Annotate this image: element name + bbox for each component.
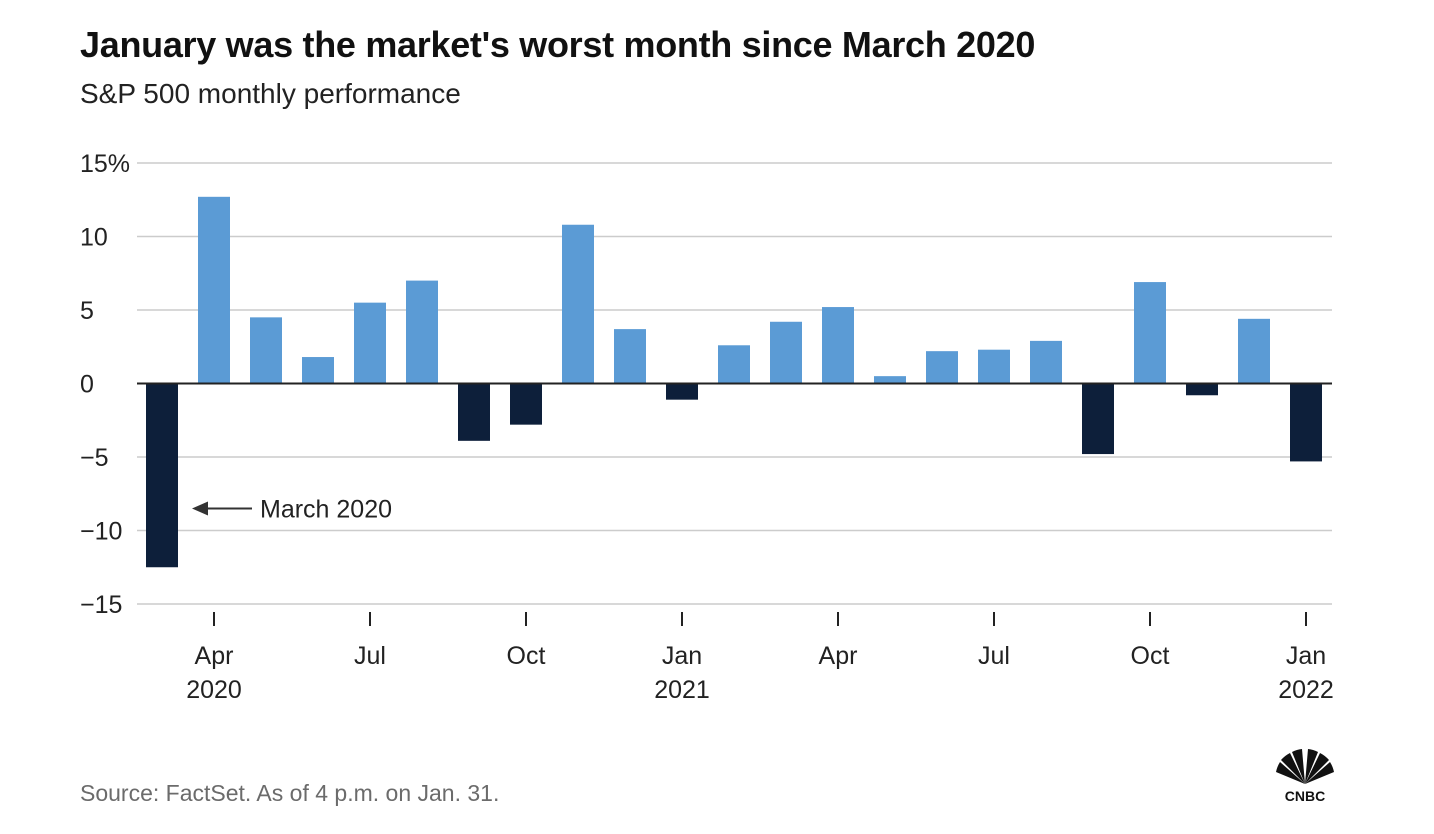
- bar-nov-2021: [1186, 383, 1218, 396]
- x-tick-label-1: Jul: [354, 642, 386, 670]
- bar-jul-2020: [354, 302, 386, 384]
- bar-sep-2021: [1082, 383, 1114, 455]
- y-tick-label-3: 0: [80, 371, 94, 399]
- chart-subtitle: S&P 500 monthly performance: [80, 78, 461, 109]
- x-tick-label-3: Jan: [662, 642, 702, 670]
- y-tick-label-4: −5: [80, 444, 109, 472]
- bar-mar-2021: [770, 321, 802, 384]
- annotation-label-0: March 2020: [260, 495, 392, 523]
- x-tick-label-4: Apr: [819, 642, 858, 670]
- y-tick-label-2: 5: [80, 297, 94, 325]
- x-tick-year-7: 2022: [1278, 676, 1334, 704]
- x-tick-year-3: 2021: [654, 676, 710, 704]
- bar-chart: 15% 10 5 0 −5 −10 −15 Apr 2020 Jul Oct Jan 2021 Apr J…: [80, 150, 1334, 704]
- bars: [146, 196, 1322, 568]
- bar-sep-2020: [458, 383, 490, 441]
- bar-may-2020: [250, 317, 282, 384]
- bar-dec-2021: [1238, 318, 1270, 384]
- bar-may-2021: [874, 376, 906, 384]
- cnbc-logo-text: CNBC: [1285, 788, 1325, 804]
- y-tick-label-1: 10: [80, 224, 108, 252]
- bar-apr-2020: [198, 196, 230, 384]
- y-axis-tick-labels: 15% 10 5 0 −5 −10 −15: [80, 150, 130, 619]
- bar-jul-2021: [978, 349, 1010, 384]
- x-axis-tick-labels: Apr 2020 Jul Oct Jan 2021 Apr Jul Oct Jan 2022: [186, 612, 1334, 704]
- bar-aug-2020: [406, 280, 438, 384]
- annotations: March 2020: [192, 495, 392, 523]
- y-tick-label-5: −10: [80, 518, 122, 546]
- bar-dec-2020: [614, 329, 646, 384]
- bar-mar-2020: [146, 383, 178, 568]
- bar-nov-2020: [562, 224, 594, 384]
- x-tick-label-0: Apr: [195, 642, 234, 670]
- x-tick-year-0: 2020: [186, 676, 242, 704]
- x-tick-label-7: Jan: [1286, 642, 1326, 670]
- chart-title: January was the market's worst month sin…: [80, 24, 1036, 65]
- bar-apr-2021: [822, 307, 854, 384]
- y-tick-label-0: 15%: [80, 150, 130, 178]
- x-tick-label-2: Oct: [507, 642, 546, 670]
- gridlines: [137, 162, 1332, 605]
- bar-jan-2022: [1290, 383, 1322, 462]
- bar-oct-2021: [1134, 282, 1166, 384]
- annotation-arrowhead-0: [192, 501, 208, 516]
- bar-jan-2021: [666, 383, 698, 400]
- x-tick-label-5: Jul: [978, 642, 1010, 670]
- source-note: Source: FactSet. As of 4 p.m. on Jan. 31…: [80, 780, 500, 806]
- bar-jun-2020: [302, 357, 334, 384]
- bar-feb-2021: [718, 345, 750, 384]
- bar-aug-2021: [1030, 340, 1062, 384]
- cnbc-peacock-logo: CNBC: [1276, 749, 1334, 804]
- x-tick-label-6: Oct: [1131, 642, 1170, 670]
- bar-jun-2021: [926, 351, 958, 384]
- bar-oct-2020: [510, 383, 542, 425]
- y-tick-label-6: −15: [80, 591, 122, 619]
